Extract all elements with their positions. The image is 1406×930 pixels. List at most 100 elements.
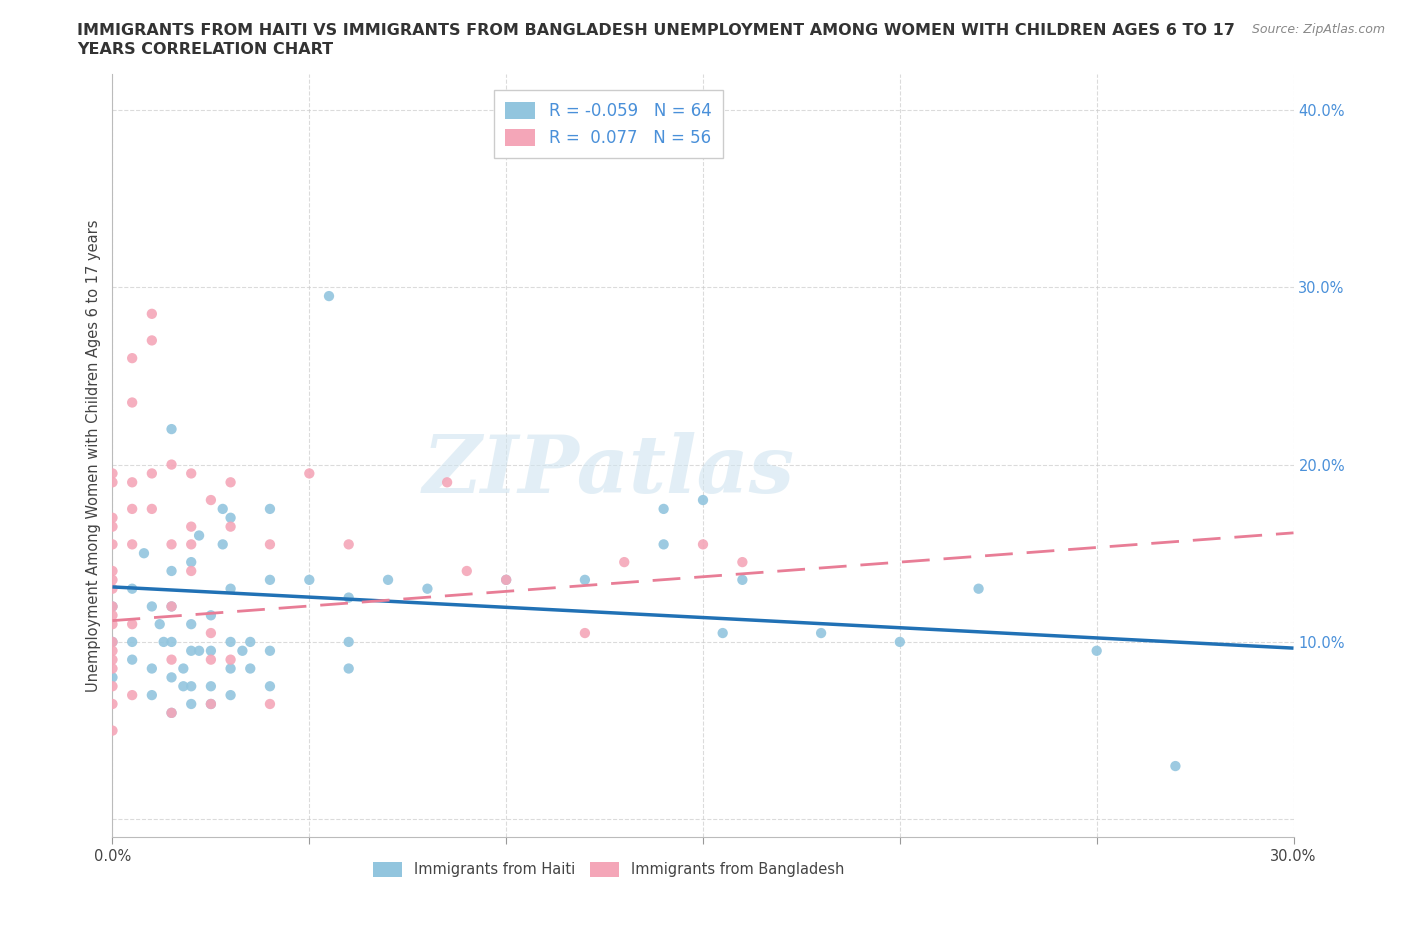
Point: [180, 644, 202, 658]
Point: [1164, 759, 1187, 774]
Point: [141, 599, 163, 614]
Point: [652, 501, 675, 516]
Point: [298, 466, 321, 481]
Point: [160, 458, 183, 472]
Point: [160, 652, 183, 667]
Point: [188, 528, 211, 543]
Point: [172, 661, 194, 676]
Point: [101, 564, 124, 578]
Point: [967, 581, 990, 596]
Point: [101, 679, 124, 694]
Point: [211, 501, 233, 516]
Point: [160, 670, 183, 684]
Point: [180, 537, 202, 551]
Point: [180, 519, 202, 534]
Point: [121, 652, 143, 667]
Text: ZIPatlas: ZIPatlas: [422, 432, 794, 510]
Point: [188, 644, 211, 658]
Point: [731, 572, 754, 587]
Point: [121, 395, 143, 410]
Y-axis label: Unemployment Among Women with Children Ages 6 to 17 years: Unemployment Among Women with Children A…: [86, 219, 101, 692]
Point: [101, 599, 124, 614]
Point: [160, 706, 183, 721]
Point: [180, 564, 202, 578]
Point: [160, 706, 183, 721]
Point: [219, 475, 242, 490]
Point: [889, 634, 911, 649]
Point: [239, 661, 262, 676]
Point: [574, 572, 596, 587]
Point: [613, 554, 636, 569]
Point: [416, 581, 439, 596]
Point: [141, 661, 163, 676]
Point: [1085, 644, 1108, 658]
Point: [231, 644, 253, 658]
Point: [259, 572, 281, 587]
Point: [101, 599, 124, 614]
Point: [101, 519, 124, 534]
Point: [160, 421, 183, 436]
Point: [259, 644, 281, 658]
Point: [180, 617, 202, 631]
Point: [180, 697, 202, 711]
Point: [121, 501, 143, 516]
Point: [298, 572, 321, 587]
Point: [652, 537, 675, 551]
Point: [101, 661, 124, 676]
Point: [711, 626, 734, 641]
Point: [180, 679, 202, 694]
Text: YEARS CORRELATION CHART: YEARS CORRELATION CHART: [77, 42, 333, 57]
Point: [337, 591, 360, 605]
Point: [219, 687, 242, 702]
Point: [101, 511, 124, 525]
Point: [101, 644, 124, 658]
Point: [318, 288, 340, 303]
Point: [211, 537, 233, 551]
Point: [132, 546, 155, 561]
Point: [200, 608, 222, 623]
Point: [121, 687, 143, 702]
Point: [101, 724, 124, 738]
Point: [200, 626, 222, 641]
Point: [200, 493, 222, 508]
Point: [121, 634, 143, 649]
Point: [160, 599, 183, 614]
Point: [200, 679, 222, 694]
Text: IMMIGRANTS FROM HAITI VS IMMIGRANTS FROM BANGLADESH UNEMPLOYMENT AMONG WOMEN WIT: IMMIGRANTS FROM HAITI VS IMMIGRANTS FROM…: [77, 23, 1236, 38]
Point: [141, 466, 163, 481]
Point: [259, 697, 281, 711]
Point: [337, 537, 360, 551]
Point: [495, 572, 517, 587]
Legend: Immigrants from Haiti, Immigrants from Bangladesh: Immigrants from Haiti, Immigrants from B…: [367, 856, 849, 884]
Point: [239, 634, 262, 649]
Point: [377, 572, 399, 587]
Point: [101, 466, 124, 481]
Point: [219, 581, 242, 596]
Point: [149, 617, 172, 631]
Point: [101, 634, 124, 649]
Point: [101, 617, 124, 631]
Point: [219, 661, 242, 676]
Point: [141, 687, 163, 702]
Point: [101, 652, 124, 667]
Point: [141, 306, 163, 321]
Point: [101, 670, 124, 684]
Point: [200, 697, 222, 711]
Point: [121, 537, 143, 551]
Point: [121, 581, 143, 596]
Point: [495, 572, 517, 587]
Point: [180, 554, 202, 569]
Point: [200, 697, 222, 711]
Point: [180, 466, 202, 481]
Point: [160, 599, 183, 614]
Point: [121, 617, 143, 631]
Point: [141, 333, 163, 348]
Point: [456, 564, 478, 578]
Text: Source: ZipAtlas.com: Source: ZipAtlas.com: [1251, 23, 1385, 36]
Point: [692, 537, 714, 551]
Point: [219, 511, 242, 525]
Point: [692, 493, 714, 508]
Point: [219, 652, 242, 667]
Point: [101, 475, 124, 490]
Point: [101, 581, 124, 596]
